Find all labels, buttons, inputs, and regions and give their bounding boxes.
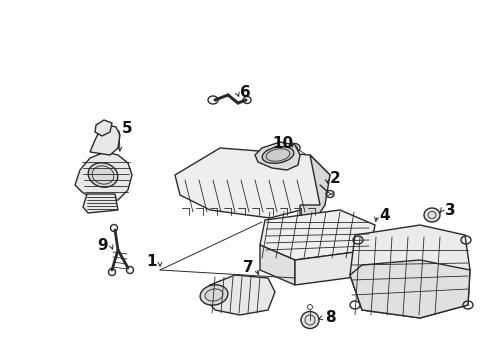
Polygon shape — [75, 152, 132, 202]
Polygon shape — [299, 155, 329, 220]
Polygon shape — [204, 275, 274, 315]
Polygon shape — [349, 260, 469, 318]
Ellipse shape — [423, 208, 439, 222]
Polygon shape — [95, 120, 112, 136]
Polygon shape — [349, 225, 469, 318]
Text: 8: 8 — [324, 310, 335, 325]
Polygon shape — [83, 194, 118, 213]
Text: 5: 5 — [122, 121, 132, 135]
Polygon shape — [260, 210, 374, 260]
Polygon shape — [254, 142, 299, 170]
Text: 7: 7 — [242, 261, 253, 275]
Text: 4: 4 — [379, 207, 389, 222]
Polygon shape — [294, 250, 369, 285]
Polygon shape — [260, 245, 294, 285]
Text: 6: 6 — [239, 85, 250, 99]
Text: 9: 9 — [98, 238, 108, 252]
Ellipse shape — [200, 285, 227, 305]
Text: 10: 10 — [272, 135, 293, 150]
Ellipse shape — [301, 311, 318, 328]
Text: 1: 1 — [146, 255, 157, 270]
Text: 2: 2 — [329, 171, 340, 185]
Polygon shape — [175, 148, 329, 218]
Ellipse shape — [88, 163, 118, 187]
Polygon shape — [90, 125, 120, 155]
Ellipse shape — [262, 147, 293, 163]
Text: 3: 3 — [444, 202, 454, 217]
